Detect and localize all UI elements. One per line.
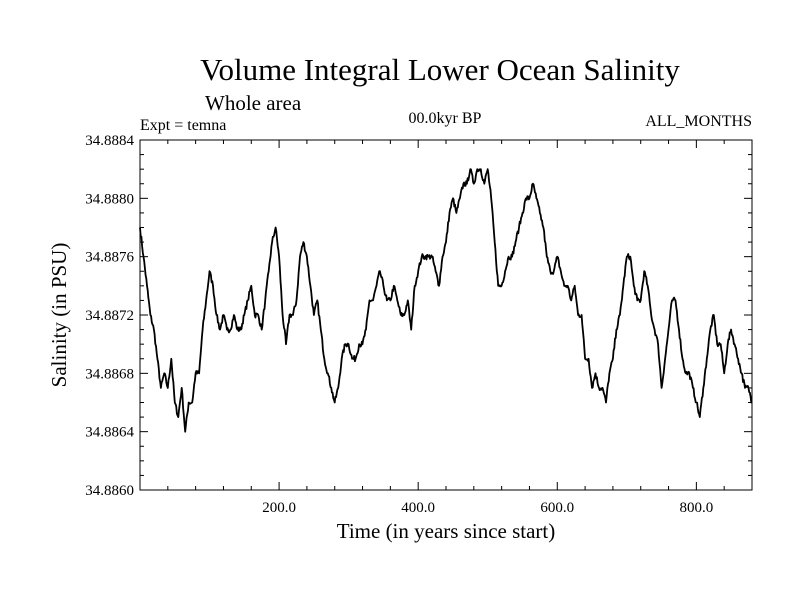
x-tick-label: 800.0 xyxy=(679,500,713,516)
x-axis-label: Time (in years since start) xyxy=(337,519,556,543)
x-tick-label: 400.0 xyxy=(401,500,435,516)
period-label: 00.0kyr BP xyxy=(409,110,482,127)
x-tick-label: 200.0 xyxy=(262,500,296,516)
x-tick-labels: 200.0 400.0 600.0 800.0 xyxy=(262,500,713,516)
y-tick-label: 34.8872 xyxy=(85,308,134,324)
y-tick-labels: 34.8860 34.8864 34.8868 34.8872 34.8876 34.88… xyxy=(85,133,134,499)
y-tick-label: 34.8880 xyxy=(85,191,134,207)
y-tick-label: 34.8884 xyxy=(85,133,134,149)
y-axis-label: Salinity (in PSU) xyxy=(47,243,71,388)
x-tick-label: 600.0 xyxy=(540,500,574,516)
y-tick-label: 34.8860 xyxy=(85,483,134,499)
y-tick-label: 34.8876 xyxy=(85,250,134,266)
chart-title: Volume Integral Lower Ocean Salinity xyxy=(200,52,680,87)
axis-ticks xyxy=(140,139,752,491)
months-label: ALL_MONTHS xyxy=(645,113,752,130)
plot-frame xyxy=(139,139,753,491)
experiment-label: Expt = temna xyxy=(140,117,226,134)
y-tick-label: 34.8868 xyxy=(85,366,134,382)
salinity-series-line xyxy=(139,168,753,433)
y-tick-label: 34.8864 xyxy=(85,425,134,441)
chart-subtitle: Whole area xyxy=(205,91,302,115)
